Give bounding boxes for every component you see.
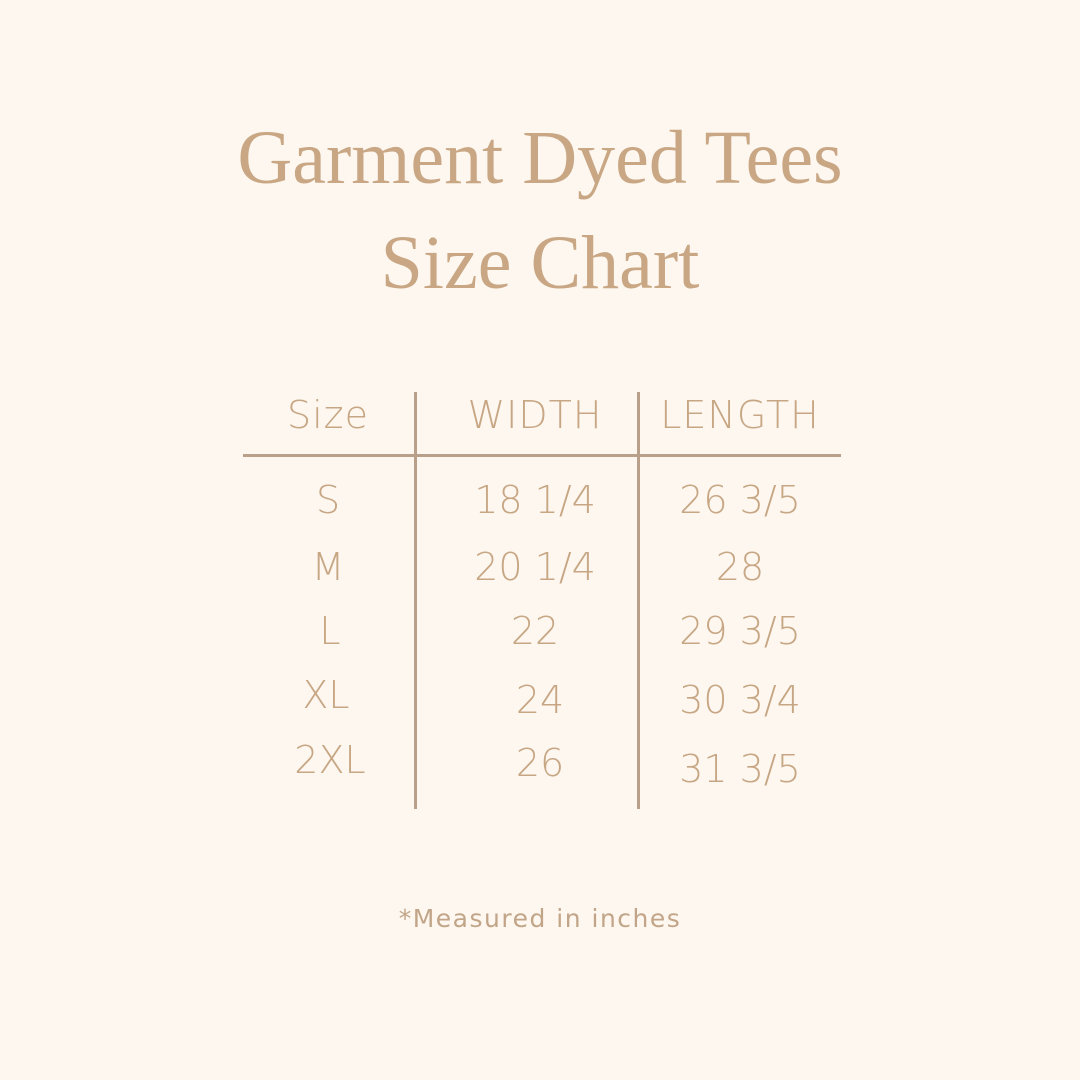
header-divider [243, 454, 841, 457]
cell-width: 22 [510, 609, 560, 653]
cell-width: 26 [515, 741, 565, 785]
column-divider-1 [414, 392, 417, 809]
cell-size: XL [302, 673, 350, 717]
footnote: *Measured in inches [398, 904, 682, 933]
cell-length: 28 [715, 545, 765, 589]
cell-length: 26 3/5 [679, 478, 801, 522]
cell-size: M [311, 545, 345, 589]
cell-length: 29 3/5 [679, 609, 801, 653]
cell-length: 31 3/5 [679, 747, 801, 791]
cell-length: 30 3/4 [679, 678, 801, 722]
header-width: WIDTH [467, 393, 603, 437]
title-line-2: Size Chart [380, 221, 700, 305]
cell-size: S [315, 478, 341, 522]
header-length: LENGTH [660, 393, 820, 437]
title-line-1: Garment Dyed Tees [237, 116, 843, 200]
cell-size: 2XL [294, 738, 366, 782]
cell-width: 20 1/4 [474, 545, 596, 589]
cell-width: 24 [515, 678, 565, 722]
column-divider-2 [637, 392, 640, 809]
header-size: Size [286, 393, 369, 437]
cell-width: 18 1/4 [474, 478, 596, 522]
cell-size: L [319, 609, 341, 653]
